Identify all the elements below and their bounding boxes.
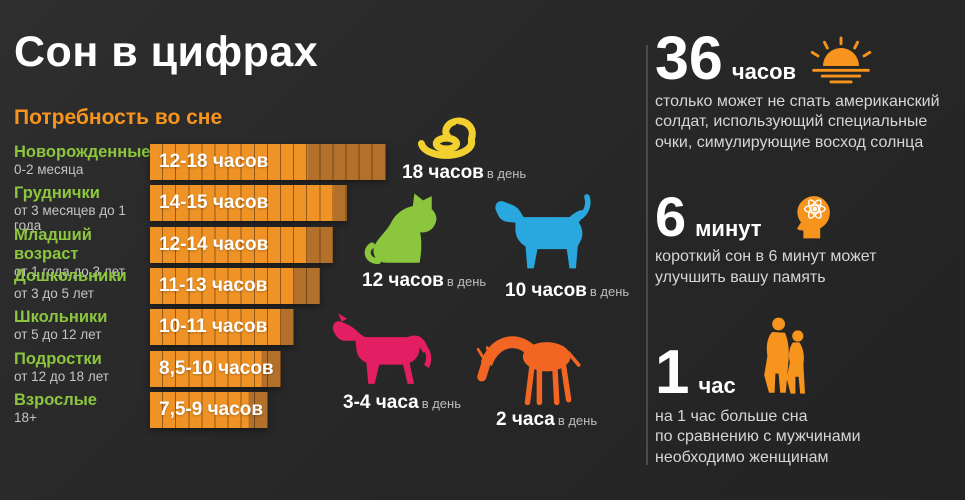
age-group-range: от 3 месяцев до 1 года [14,202,126,233]
sleep-hours-bar: 10-11 часов [150,309,294,345]
bar-value-label: 11-13 часов [159,275,268,296]
bar-fill [150,309,294,345]
sleep-hours-bar: 14-15 часов [150,185,347,221]
age-group: Школьники от 5 до 12 лет [14,308,148,343]
age-group-range: от 5 до 12 лет [14,326,102,342]
age-group: Дошкольники от 3 до 5 лет [14,267,148,302]
age-group-name: Подростки [14,350,102,368]
bar-fill [150,144,386,180]
couple-icon [753,310,817,402]
bar-value-label: 7,5-9 часов [159,399,264,420]
bar-fill [150,268,320,304]
chart-row: Школьники от 5 до 12 лет 10-11 часов [14,308,614,348]
age-group-range: от 1 года до 3 лет [14,263,125,279]
fact-unit: минут [695,216,762,241]
sleep-hours-bar: 11-13 часов [150,268,320,304]
fact-часов: 36 часов столько может не спать американск… [655,24,955,153]
age-group: Груднички от 3 месяцев до 1 года [14,184,148,234]
vertical-divider [646,45,648,465]
fact-number: 1 [655,338,690,407]
bar-fill [150,351,281,387]
age-group-name: Школьники [14,308,108,326]
fact-number-row: 6 минут [655,185,955,248]
fact-number: 36 [655,24,723,92]
age-group-name: Дошкольники [14,267,127,285]
bar-fill [150,227,333,263]
fact-number-row: 36 часов [655,24,955,92]
age-group-name: Новорожденные [14,143,151,161]
chart-row: Дошкольники от 3 до 5 лет 11-13 часов [14,267,614,307]
bar-value-label: 12-14 часов [159,234,269,255]
age-group: Младший возраст от 1 года до 3 лет [14,226,148,280]
bar-fill [150,392,268,428]
fact-unit: час [698,373,736,398]
age-group-range: от 3 до 5 лет [14,285,94,301]
fact-number-row: 1 час [655,338,955,407]
age-group-range: 0-2 месяца [14,161,84,177]
sleep-need-bar-chart: Новорожденные 0-2 месяца 12-18 часов Грудни… [14,143,614,443]
fact-description: на 1 час больше сна по сравнению с мужчи… [655,407,861,466]
sunrise-icon [805,30,877,92]
age-group-range: 18+ [14,409,37,425]
page-title: Сон в цифрах [14,28,319,76]
age-group-name: Младший возраст [14,226,92,263]
chart-row: Младший возраст от 1 года до 3 лет 12-14 ч… [14,226,614,279]
fact-description: столько может не спать американский солд… [655,92,940,151]
bar-fill [150,185,347,221]
sleep-hours-bar: 7,5-9 часов [150,392,268,428]
bar-value-label: 10-11 часов [159,316,268,337]
chart-row: Груднички от 3 месяцев до 1 года 14-15 час… [14,184,614,233]
age-group: Взрослые 18+ [14,391,148,426]
chart-row: Подростки от 12 до 18 лет 8,5-10 часов [14,350,614,390]
brain-icon [783,182,837,242]
age-group-range: от 12 до 18 лет [14,368,109,384]
age-group: Новорожденные 0-2 месяца [14,143,151,178]
sleep-hours-bar: 12-14 часов [150,227,333,263]
sleep-hours-bar: 8,5-10 часов [150,351,281,387]
bar-value-label: 8,5-10 часов [159,358,274,379]
age-group: Подростки от 12 до 18 лет [14,350,148,385]
fact-час: 1 час на 1 час больше сна по сравнению с м… [655,317,955,468]
sleep-hours-bar: 12-18 часов [150,144,386,180]
bar-value-label: 14-15 часов [159,192,269,213]
age-group-name: Взрослые [14,391,97,409]
bar-value-label: 12-18 часов [159,151,269,172]
fact-unit: часов [731,59,797,84]
chart-row: Новорожденные 0-2 месяца 12-18 часов [14,143,614,183]
age-group-name: Груднички [14,184,100,202]
fact-number: 6 [655,185,687,248]
section-title-sleep-need: Потребность во сне [14,106,223,129]
fact-минут: 6 минут короткий сон в 6 минут может улучш… [655,172,955,288]
chart-row: Взрослые 18+ 7,5-9 часов [14,391,614,431]
fact-description: короткий сон в 6 минут может улучшить ва… [655,248,877,286]
